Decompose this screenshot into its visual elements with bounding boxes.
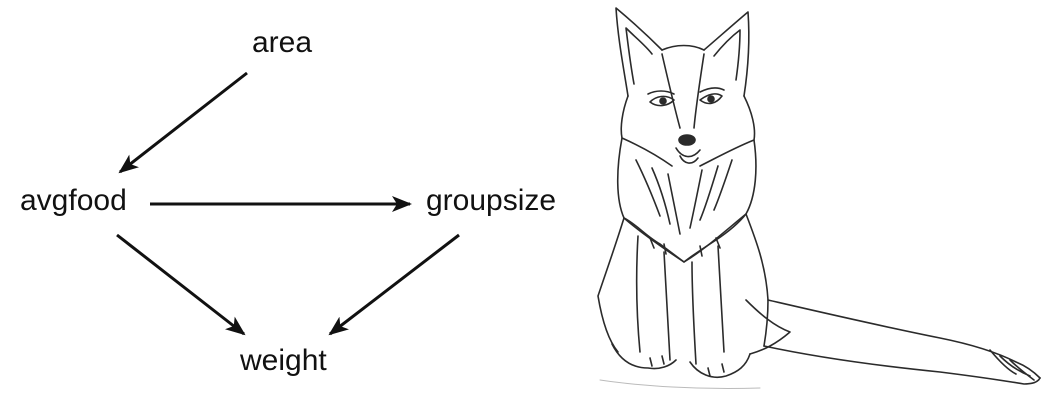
- fox-ruff-strokes: [635, 159, 733, 235]
- node-weight: weight: [240, 344, 327, 377]
- fox-toes: [649, 355, 725, 377]
- fox-left-pupil: [659, 97, 667, 105]
- edge-area-to-avgfood: [118, 71, 248, 174]
- edge-groupsize-to-weight: [328, 233, 460, 336]
- node-avgfood: avgfood: [20, 184, 127, 217]
- fox-body-left: [597, 217, 625, 353]
- fox-right-ear-inner: [713, 29, 741, 81]
- fox-tail-top: [767, 299, 1041, 379]
- node-groupsize: groupsize: [426, 184, 557, 217]
- fox-left-ear-inner: [625, 27, 653, 85]
- fox-left-eye: [649, 95, 675, 107]
- fox-front-leg-right: [691, 245, 725, 365]
- fox-ruff-fringe: [623, 213, 747, 263]
- fox-tail-bottom: [763, 345, 1041, 385]
- fox-body-right: [745, 213, 769, 347]
- fox-head: [620, 44, 756, 167]
- fox-tail-tip: [989, 349, 1035, 381]
- fox-right-eye: [699, 93, 723, 105]
- fox-haunch: [745, 299, 791, 355]
- fox-paws: [611, 343, 751, 378]
- fox-nose: [678, 134, 696, 146]
- fox-mouth: [675, 147, 701, 164]
- edge-avgfood-to-weight: [116, 233, 246, 336]
- fox-brows: [647, 87, 725, 95]
- fox-right-ear: [703, 11, 750, 97]
- dag-edges: [116, 71, 460, 336]
- fox-left-ear: [615, 7, 663, 97]
- fox-face-blaze: [661, 53, 705, 129]
- fox-ground: [599, 379, 761, 390]
- node-area: area: [252, 26, 313, 59]
- fox-sketch: [597, 7, 1041, 390]
- fox-front-leg-left: [635, 235, 671, 361]
- fox-right-pupil: [707, 95, 715, 103]
